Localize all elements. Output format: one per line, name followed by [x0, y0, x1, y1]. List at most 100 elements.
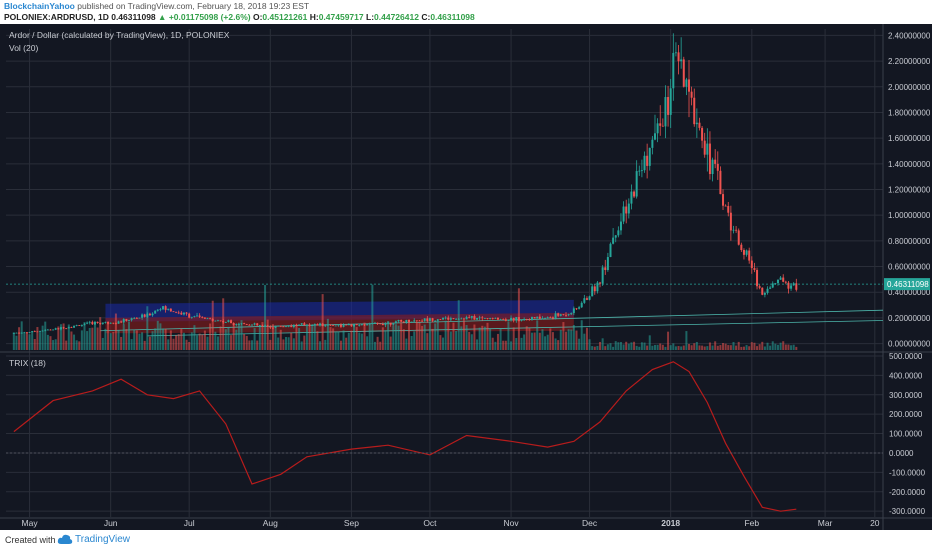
volume-bar — [232, 323, 235, 350]
time-tick-label: Mar — [818, 518, 833, 528]
volume-bar — [227, 327, 230, 350]
volume-bar — [25, 332, 28, 350]
candle-body — [476, 317, 479, 320]
volume-bar — [530, 332, 533, 350]
volume-bar — [101, 337, 104, 350]
volume-bar — [774, 343, 777, 350]
volume-bar — [688, 343, 691, 350]
volume-bar — [648, 335, 651, 350]
candle-body — [279, 325, 282, 327]
publish-line: BlockchainYahoo published on TradingView… — [4, 1, 309, 11]
candle-body — [633, 191, 636, 197]
volume-bar — [389, 336, 392, 350]
candle-body — [525, 318, 528, 320]
candle-body — [659, 123, 662, 126]
candle-body — [245, 324, 248, 325]
volume-bar — [682, 345, 685, 350]
volume-bar — [141, 332, 144, 350]
volume-bar — [46, 334, 49, 350]
volume-bar — [690, 345, 693, 350]
author-link[interactable]: BlockchainYahoo — [4, 1, 75, 11]
candle-body — [439, 319, 442, 320]
volume-bar — [559, 329, 562, 350]
volume-bar — [693, 343, 696, 350]
candle-body — [52, 329, 55, 331]
candle-body — [599, 282, 602, 284]
volume-bar — [750, 342, 753, 350]
ohlc-line: POLONIEX:ARDRUSD, 1D 0.46311098 ▲ +0.011… — [4, 12, 475, 22]
candle-body — [298, 324, 301, 326]
volume-bar — [240, 320, 243, 350]
volume-bar — [33, 339, 36, 350]
candle-body — [117, 321, 120, 324]
candle-body — [339, 324, 342, 327]
trix-tick-label: 200.0000 — [889, 410, 923, 419]
volume-bar — [258, 326, 261, 350]
price-tick-label: 1.80000000 — [888, 108, 931, 117]
low-value: 0.44726412 — [374, 12, 419, 22]
volume-bar — [230, 335, 233, 350]
trix-tick-label: 400.0000 — [889, 371, 923, 380]
volume-bar — [515, 338, 518, 350]
volume-bar — [413, 331, 416, 350]
close-label: C: — [421, 12, 431, 22]
candle-body — [88, 321, 91, 323]
candle-body — [619, 221, 622, 231]
volume-bar — [127, 321, 130, 350]
volume-bar — [588, 339, 591, 350]
volume-bar — [633, 341, 636, 350]
volume-bar — [504, 340, 507, 350]
volume-bar — [175, 335, 178, 350]
candle-body — [724, 205, 727, 207]
volume-bar — [193, 325, 196, 350]
candle-body — [630, 191, 633, 204]
candle-body — [601, 267, 604, 284]
volume-bar — [426, 333, 429, 350]
chart-svg[interactable]: 2.40000000 2.20000000 2.00000000 1.80000000… — [0, 24, 932, 530]
trix-tick-label: 0.0000 — [889, 449, 914, 458]
volume-bar — [489, 328, 492, 350]
volume-bar — [114, 313, 117, 350]
volume-bar — [91, 327, 94, 350]
volume-bar — [525, 326, 528, 350]
candle-body — [350, 324, 353, 327]
candle-body — [769, 287, 772, 289]
candle-body — [421, 320, 424, 322]
candle-body — [693, 97, 696, 125]
candle-body — [70, 327, 73, 329]
candle-body — [549, 317, 552, 318]
volume-bar — [449, 331, 452, 350]
candle-body — [653, 133, 656, 140]
volume-bar — [771, 341, 774, 350]
volume-bar — [271, 324, 274, 350]
volume-bar — [716, 345, 719, 350]
volume-bar — [735, 345, 738, 350]
candle-body — [162, 306, 165, 310]
volume-bar — [154, 328, 157, 350]
candle-body — [413, 320, 416, 322]
volume-bar — [243, 334, 246, 350]
volume-bar — [703, 346, 706, 350]
candle-body — [612, 237, 615, 244]
volume-bar — [583, 333, 586, 350]
candle-body — [316, 324, 319, 326]
volume-bar — [496, 333, 499, 350]
volume-bar — [326, 318, 329, 350]
volume-bar — [478, 327, 481, 350]
candle-body — [538, 316, 541, 319]
volume-bar — [196, 335, 199, 350]
candle-body — [392, 323, 395, 325]
candle-body — [248, 324, 251, 326]
candle-body — [460, 318, 463, 320]
candle-body — [727, 206, 730, 213]
volume-bar — [303, 335, 306, 350]
chart-area[interactable]: 2.40000000 2.20000000 2.00000000 1.80000000… — [0, 24, 932, 530]
volume-bar — [201, 334, 204, 350]
volume-bar — [295, 324, 298, 350]
volume-bar — [494, 341, 497, 350]
price-change: ▲ +0.01175098 (+2.6%) — [158, 12, 251, 22]
volume-bar — [177, 334, 180, 350]
candle-body — [91, 321, 94, 325]
chart-header: BlockchainYahoo published on TradingView… — [0, 0, 932, 24]
tradingview-brand[interactable]: TradingView — [75, 534, 131, 545]
